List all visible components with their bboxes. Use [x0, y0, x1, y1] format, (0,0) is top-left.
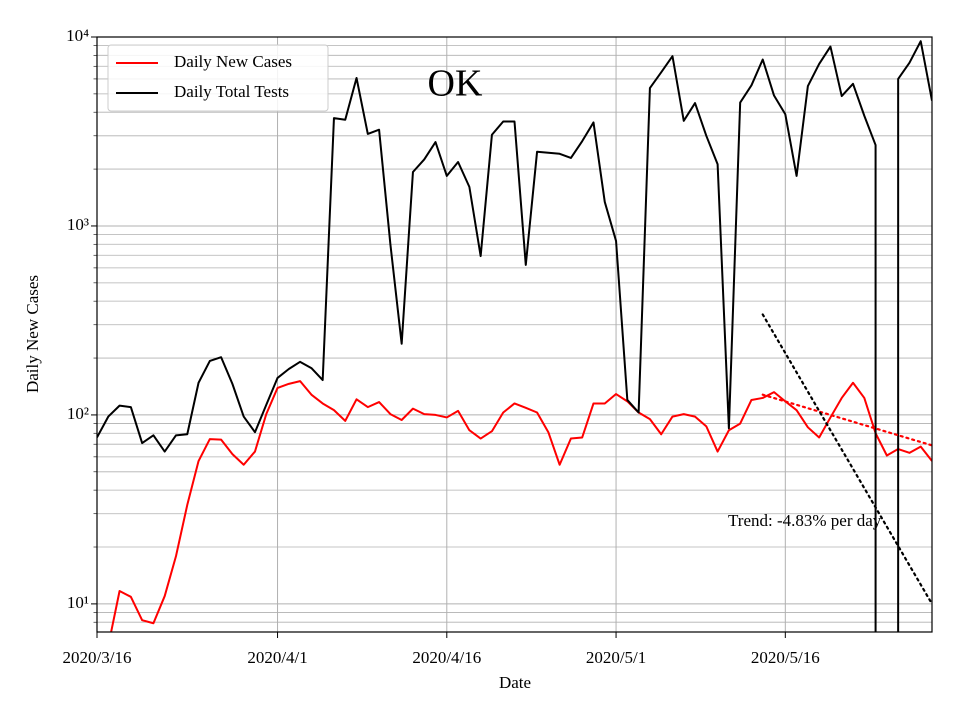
chart-title: OK — [428, 63, 483, 105]
x-tick-label: 2020/3/16 — [63, 648, 132, 667]
trend-line — [761, 313, 932, 605]
plot-area — [97, 41, 932, 632]
trend-line — [761, 393, 932, 447]
legend-label: Daily Total Tests — [174, 82, 289, 101]
x-tick-label: 2020/4/1 — [247, 648, 307, 667]
legend-box — [107, 44, 329, 112]
annotation: Trend: -4.83% per day — [728, 511, 882, 530]
y-tick-label: 10² — [67, 404, 89, 423]
series-line — [110, 380, 932, 632]
y-axis-label: Daily New Cases — [23, 275, 42, 393]
legend-label: Daily New Cases — [174, 52, 292, 71]
y-tick-label: 10³ — [67, 215, 89, 234]
axes: 10¹ 10² 10³ 10⁴ 2020/3/16 2020/4/1 2020/4/16 20… — [63, 26, 820, 667]
y-tick-label: 10⁴ — [66, 26, 89, 45]
x-tick-label: 2020/4/16 — [412, 648, 481, 667]
plot-frame — [96, 36, 933, 633]
y-tick-label: 10¹ — [67, 593, 89, 612]
x-tick-label: 2020/5/1 — [586, 648, 646, 667]
grid — [96, 36, 932, 632]
legend: Daily New Cases Daily Total Tests — [107, 44, 329, 112]
x-axis-label: Date — [499, 673, 531, 692]
x-tick-label: 2020/5/16 — [751, 648, 820, 667]
